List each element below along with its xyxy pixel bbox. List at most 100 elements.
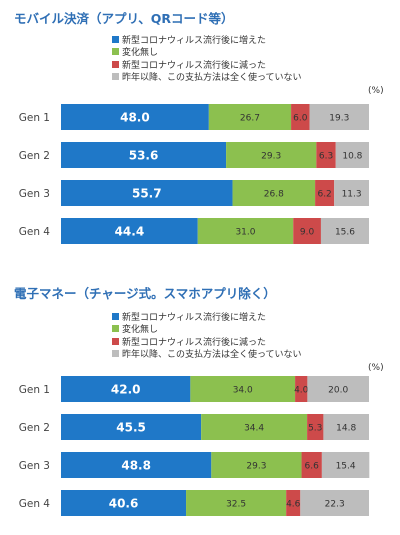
bar-segment-no-change	[190, 376, 296, 402]
legend-swatch	[112, 325, 119, 333]
bar-row: Gen 1 48.0 26.7 6.0 19.3	[19, 104, 369, 130]
category-label: Gen 3	[19, 188, 50, 200]
legend: 新型コロナウィルス流行後に増えた 変化無し 新型コロナウィルス流行後に減った 昨…	[112, 310, 302, 360]
bar-segment-decreased	[307, 414, 324, 440]
legend-item-no-change: 変化無し	[112, 323, 302, 336]
data-label: 6.0	[293, 114, 308, 124]
legend-swatch	[112, 73, 119, 81]
legend-item-not-used: 昨年以降、この支払方法は全く使っていない	[112, 71, 302, 83]
data-label: 4.6	[286, 500, 301, 510]
category-label: Gen 1	[19, 384, 50, 396]
data-label: 14.8	[336, 424, 356, 434]
data-label: 48.0	[120, 111, 150, 125]
legend-swatch	[112, 312, 119, 320]
data-label: 53.6	[129, 149, 159, 163]
data-label: 6.2	[317, 190, 331, 200]
bar-segment-not-used	[320, 218, 369, 244]
legend-swatch	[112, 35, 119, 43]
data-label: 20.0	[328, 386, 348, 396]
data-label: 15.4	[336, 462, 356, 472]
unit-label: (%)	[368, 86, 384, 96]
data-label: 29.3	[261, 152, 281, 162]
bar-segment-increased	[61, 376, 191, 402]
bar-segment-decreased	[301, 452, 322, 478]
bar-segment-increased	[61, 490, 187, 516]
legend-label: 変化無し	[122, 325, 159, 336]
category-label: Gen 4	[19, 226, 51, 238]
bar-segment-not-used	[321, 452, 370, 478]
data-label: 55.7	[132, 187, 162, 201]
legend-item-no-change: 変化無し	[112, 46, 302, 59]
unit-label: (%)	[368, 363, 384, 373]
data-label: 15.6	[335, 228, 355, 238]
chart-title: モバイル決済（アプリ、QRコード等）	[14, 11, 234, 26]
bar-segment-no-change	[226, 142, 317, 168]
legend-swatch	[112, 350, 119, 358]
chart-title: 電子マネー（チャージ式。スマホアプリ除く）	[14, 286, 276, 301]
bar-segment-not-used	[300, 490, 369, 516]
data-label: 26.8	[264, 190, 284, 200]
bar-row: Gen 1 42.0 34.0 4.0 20.0	[19, 376, 369, 402]
chart-mobile-payment: モバイル決済（アプリ、QRコード等） 新型コロナウィルス流行後に増えた 変化無し…	[14, 11, 384, 244]
bar-segment-not-used	[334, 180, 369, 206]
legend-item-increased: 新型コロナウィルス流行後に増えた	[112, 33, 302, 46]
bar-segment-not-used	[309, 104, 369, 130]
data-label: 26.7	[240, 114, 260, 124]
bar-segment-decreased	[316, 142, 336, 168]
category-label: Gen 3	[19, 460, 50, 472]
bar-segment-no-change	[197, 218, 294, 244]
legend-swatch	[112, 60, 119, 68]
data-label: 29.3	[246, 462, 266, 472]
data-label: 4.0	[294, 386, 309, 396]
bar-segment-increased	[61, 414, 202, 440]
legend-swatch	[112, 48, 119, 56]
bar-segment-not-used	[335, 142, 369, 168]
data-label: 22.3	[325, 500, 345, 510]
legend-label: 新型コロナウィルス流行後に増えた	[122, 35, 267, 46]
data-label: 6.3	[319, 152, 333, 162]
data-label: 44.4	[115, 225, 145, 239]
data-label: 42.0	[111, 383, 141, 397]
data-label: 31.0	[235, 228, 255, 238]
category-label: Gen 2	[19, 150, 50, 162]
bar-segment-increased	[61, 142, 227, 168]
category-label: Gen 1	[19, 112, 50, 124]
bar-segment-no-change	[232, 180, 316, 206]
data-label: 34.0	[233, 386, 253, 396]
legend-swatch	[112, 337, 119, 345]
bar-row: Gen 4 44.4 31.0 9.0 15.6	[19, 218, 369, 244]
data-label: 19.3	[329, 114, 349, 124]
bar-row: Gen 4 40.6 32.5 4.6 22.3	[19, 490, 369, 516]
bar-segment-increased	[61, 218, 198, 244]
bar-segment-no-change	[208, 104, 292, 130]
data-label: 9.0	[300, 228, 315, 238]
legend-label: 新型コロナウィルス流行後に減った	[122, 60, 267, 71]
bar-segment-decreased	[315, 180, 335, 206]
bar-segment-decreased	[286, 490, 301, 516]
bar-row: Gen 2 45.5 34.4 5.3 14.8	[19, 414, 369, 440]
bar-segment-increased	[61, 452, 212, 478]
bar-plot: Gen 1 42.0 34.0 4.0 20.0 Gen 2 45.5 34.4 5.3 14.8…	[19, 376, 370, 516]
legend-item-increased: 新型コロナウィルス流行後に増えた	[112, 310, 302, 323]
legend-item-not-used: 昨年以降、この支払方法は全く使っていない	[112, 348, 302, 360]
legend-label: 変化無し	[122, 48, 159, 59]
bar-segment-no-change	[211, 452, 302, 478]
bar-segment-decreased	[293, 218, 321, 244]
data-label: 48.8	[121, 459, 151, 473]
bar-plot: Gen 1 48.0 26.7 6.0 19.3 Gen 2 53.6 29.3 6.3 10.8…	[19, 104, 369, 244]
data-label: 6.6	[305, 462, 320, 472]
category-label: Gen 2	[19, 422, 50, 434]
bar-segment-decreased	[295, 376, 308, 402]
bar-segment-not-used	[307, 376, 369, 402]
category-label: Gen 4	[19, 498, 51, 510]
bar-segment-decreased	[291, 104, 310, 130]
data-label: 45.5	[116, 421, 146, 435]
legend-item-decreased: 新型コロナウィルス流行後に減った	[112, 58, 302, 71]
data-label: 40.6	[109, 497, 139, 511]
data-label: 10.8	[342, 152, 362, 162]
bar-row: Gen 3 55.7 26.8 6.2 11.3	[19, 180, 369, 206]
legend-label: 新型コロナウィルス流行後に減った	[122, 337, 267, 348]
data-label: 34.4	[244, 424, 264, 434]
legend-item-decreased: 新型コロナウィルス流行後に減った	[112, 335, 302, 348]
bar-row: Gen 2 53.6 29.3 6.3 10.8	[19, 142, 369, 168]
